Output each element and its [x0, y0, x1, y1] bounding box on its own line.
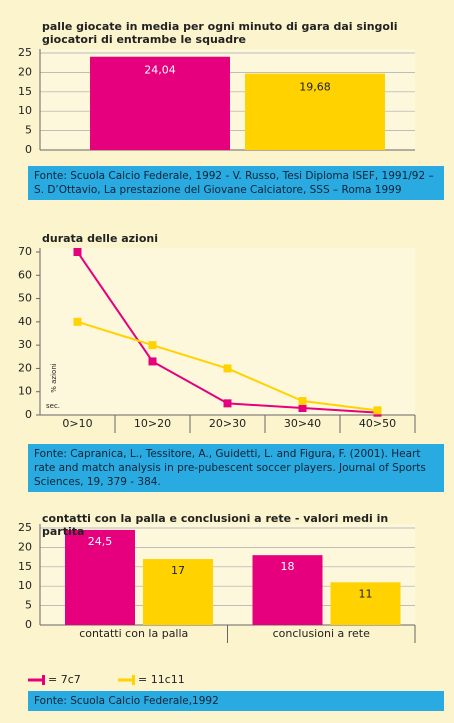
y-tick-label: 20	[18, 540, 32, 553]
bar	[245, 73, 385, 150]
y-tick-label: 5	[25, 124, 32, 137]
bar	[252, 555, 323, 625]
y-tick-label: 20	[18, 361, 32, 374]
y-tick-label: 60	[18, 268, 32, 281]
value-label: 24,04	[144, 64, 176, 77]
bar	[143, 559, 213, 625]
y-tick-label: 25	[18, 521, 32, 534]
legend-swatch	[28, 678, 44, 682]
y-tick-label: 20	[18, 65, 32, 78]
data-point	[223, 399, 232, 408]
y-axis-label: % azioni	[50, 363, 58, 393]
y-tick-label: 0	[25, 618, 32, 631]
y-tick-label: 5	[25, 599, 32, 612]
x-tick-label: 10>20	[134, 417, 171, 430]
data-point	[223, 364, 232, 373]
y-tick-label: 10	[18, 579, 32, 592]
x-tick-label: 20>30	[209, 417, 246, 430]
x-tick-label: 40>50	[359, 417, 396, 430]
y-tick-label: 15	[18, 85, 32, 98]
x-tick-label: conclusioni a rete	[273, 627, 370, 640]
data-point	[298, 397, 307, 406]
bar	[330, 582, 401, 625]
data-point	[148, 341, 157, 350]
value-label: 19,68	[299, 81, 331, 94]
chart-title: contatti con la palla e conclusioni a re…	[42, 512, 389, 538]
legend-label: = 7c7	[48, 673, 81, 686]
x-tick-label: contatti con la palla	[79, 627, 188, 640]
y-tick-label: 50	[18, 292, 32, 305]
x-tick-label: 0>10	[62, 417, 92, 430]
data-point	[148, 357, 157, 366]
data-point	[73, 317, 82, 326]
y-tick-label: 25	[18, 46, 32, 59]
x-axis-label: sec.	[46, 402, 60, 410]
y-tick-label: 70	[18, 245, 32, 258]
data-point	[373, 406, 382, 415]
y-tick-label: 0	[25, 408, 32, 421]
value-label: 24,5	[88, 535, 113, 548]
source-note: Fonte: Scuola Calcio Federale, 1992 - V.…	[28, 166, 444, 200]
value-label: 11	[359, 587, 373, 600]
y-tick-label: 15	[18, 560, 32, 573]
value-label: 18	[281, 560, 295, 573]
bar	[90, 56, 230, 150]
legend-swatch	[132, 675, 135, 685]
chart-title: palle giocate in media per ogni minuto d…	[42, 20, 398, 46]
y-tick-label: 40	[18, 315, 32, 328]
x-tick-label: 30>40	[284, 417, 321, 430]
y-tick-label: 30	[18, 338, 32, 351]
legend-swatch	[118, 678, 134, 682]
y-tick-label: 10	[18, 385, 32, 398]
bar	[65, 529, 135, 625]
value-label: 17	[171, 564, 185, 577]
data-point	[73, 248, 82, 256]
source-note: Fonte: Capranica, L., Tessitore, A., Gui…	[28, 444, 444, 492]
plot-area	[40, 248, 415, 415]
source-note: Fonte: Scuola Calcio Federale,1992	[28, 691, 444, 711]
legend-label: = 11c11	[138, 673, 185, 686]
y-tick-label: 10	[18, 104, 32, 117]
y-tick-label: 0	[25, 143, 32, 156]
chart-title: durata delle azioni	[42, 232, 158, 245]
legend-swatch	[42, 675, 45, 685]
data-point	[298, 404, 307, 413]
